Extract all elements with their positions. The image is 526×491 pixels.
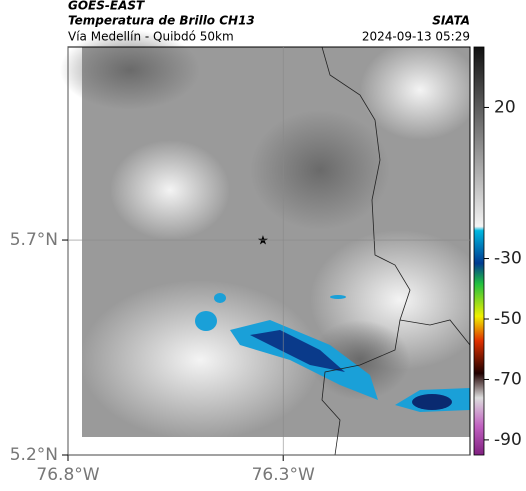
colorbar-tick-label: -70 [494, 369, 522, 389]
product: GOES-EAST [68, 0, 145, 13]
x-tick-label: 76.8°W [36, 465, 99, 485]
title: Temperatura de Brillo CH13 [68, 14, 255, 28]
source: SIATA [432, 14, 470, 28]
location-marker: ★ [257, 234, 269, 249]
colorbar [473, 46, 485, 456]
timestamp: 2024-09-13 05:29 [362, 30, 470, 44]
y-tick-label: 5.7°N [10, 230, 58, 250]
colorbar-tick-label: -30 [494, 249, 522, 269]
colorbar-tick-label: 20 [494, 97, 516, 117]
satellite-image [60, 30, 490, 440]
colorbar-tick-label: -50 [494, 309, 522, 329]
subtitle: Vía Medellín - Quibdó 50km [68, 30, 234, 44]
y-tick-label: 5.2°N [10, 445, 58, 465]
borders [321, 46, 471, 456]
colorbar-tick-label: -90 [494, 430, 522, 450]
x-tick-label: 76.3°W [252, 465, 315, 485]
